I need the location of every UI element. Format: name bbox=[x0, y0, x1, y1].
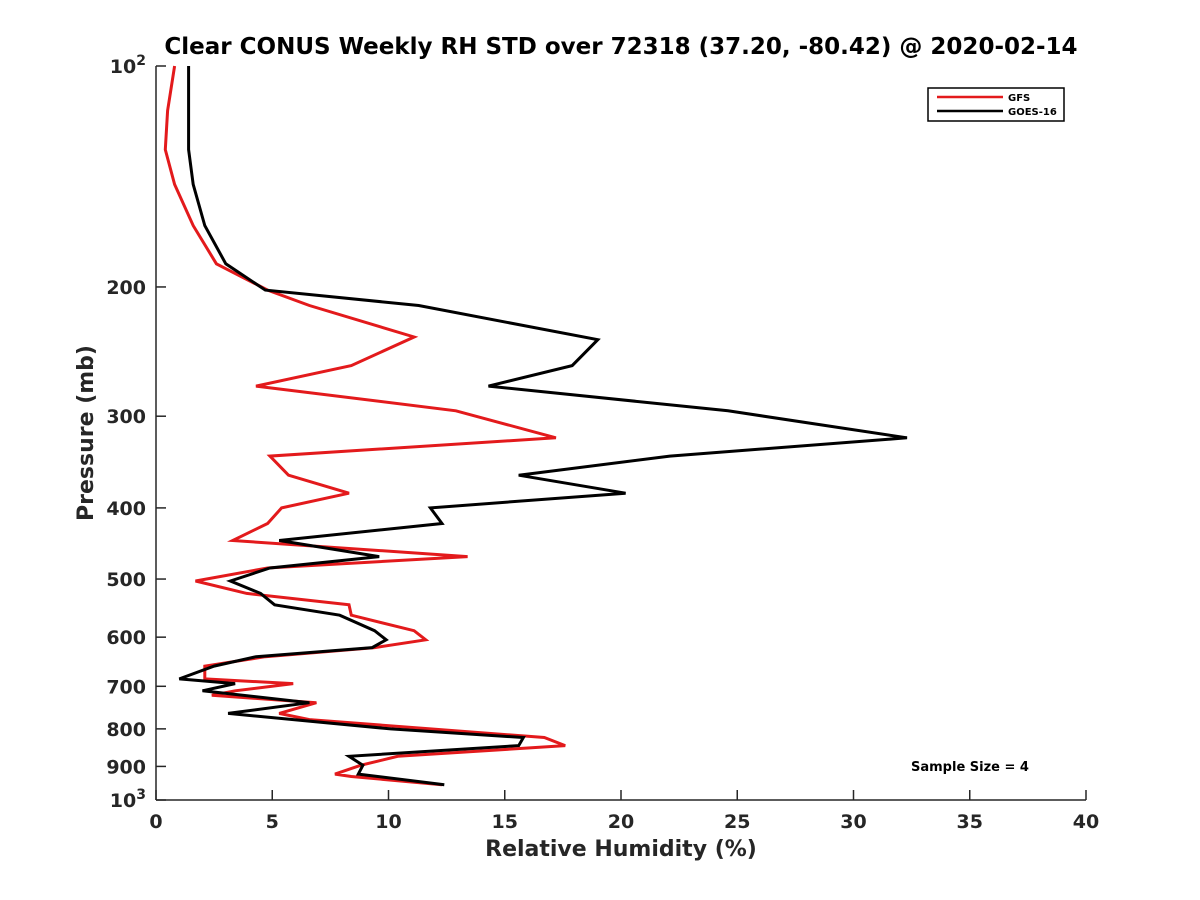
x-tick-label: 10 bbox=[375, 811, 401, 833]
y-tick-label: 900 bbox=[106, 756, 146, 778]
x-tick-label: 15 bbox=[492, 811, 518, 833]
x-tick-label: 5 bbox=[266, 811, 279, 833]
legend[interactable]: GFS GOES-16 bbox=[927, 87, 1065, 122]
x-axis-label: Relative Humidity (%) bbox=[485, 837, 757, 862]
y-tick-label: 102 bbox=[110, 53, 146, 78]
series-line-gfs bbox=[163, 65, 566, 787]
y-axis-label: Pressure (mb) bbox=[74, 345, 99, 521]
x-tick-label: 40 bbox=[1073, 811, 1099, 833]
sample-size-annotation: Sample Size = 4 bbox=[911, 760, 1029, 775]
series-layer bbox=[163, 65, 908, 787]
x-tick-label: 20 bbox=[608, 811, 634, 833]
y-tick-label: 700 bbox=[106, 676, 146, 698]
x-tick-label: 0 bbox=[149, 811, 162, 833]
y-tick-label: 600 bbox=[106, 627, 146, 649]
x-tick-label: 25 bbox=[724, 811, 750, 833]
ticks-layer: 0 5 10 15 20 25 30 35 40 102 200 300 400 500 600 700 800… bbox=[106, 53, 1099, 833]
legend-label-gfs: GFS bbox=[1008, 93, 1030, 104]
x-tick-label: 35 bbox=[957, 811, 983, 833]
y-tick-label: 103 bbox=[110, 787, 146, 812]
y-tick-label: 300 bbox=[106, 406, 146, 428]
plot-area bbox=[156, 66, 1086, 800]
legend-box bbox=[927, 87, 1065, 122]
legend-label-goes16: GOES-16 bbox=[1008, 107, 1057, 118]
series-line-goes16 bbox=[178, 66, 908, 787]
chart-title: Clear CONUS Weekly RH STD over 72318 (37… bbox=[164, 34, 1077, 60]
y-tick-label: 800 bbox=[106, 719, 146, 741]
x-tick-label: 30 bbox=[840, 811, 866, 833]
y-tick-label: 400 bbox=[106, 498, 146, 520]
y-tick-label: 500 bbox=[106, 569, 146, 591]
y-tick-label: 200 bbox=[106, 277, 146, 299]
